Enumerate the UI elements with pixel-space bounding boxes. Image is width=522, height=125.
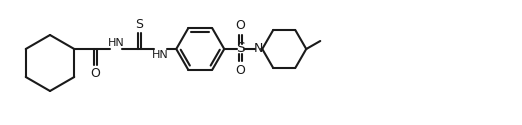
Text: O: O [235, 19, 245, 32]
Text: S: S [135, 18, 143, 31]
Text: S: S [236, 41, 245, 55]
Text: HN: HN [108, 38, 125, 48]
Text: HN: HN [152, 50, 169, 60]
Text: N: N [254, 42, 263, 54]
Text: O: O [90, 67, 100, 80]
Text: O: O [235, 64, 245, 77]
